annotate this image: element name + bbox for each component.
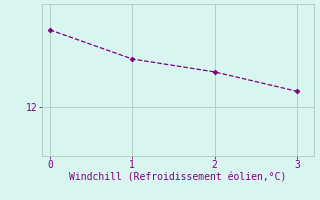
X-axis label: Windchill (Refroidissement éolien,°C): Windchill (Refroidissement éolien,°C) — [69, 173, 286, 183]
